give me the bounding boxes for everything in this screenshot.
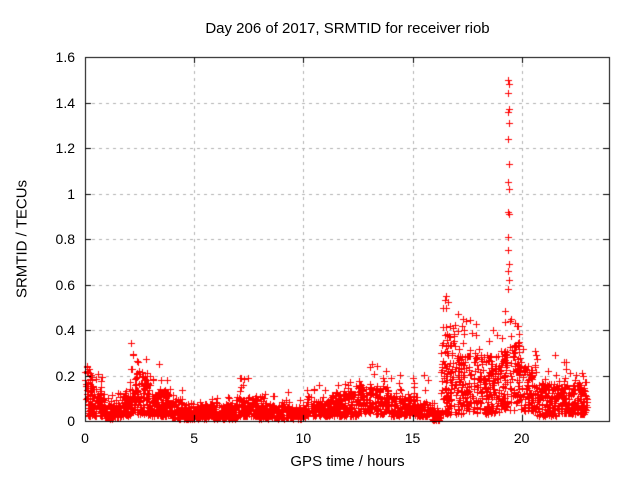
chart-title: Day 206 of 2017, SRMTID for receiver rio…: [205, 20, 490, 37]
y-tick-label: 0.6: [55, 276, 75, 293]
x-tick-label: 10: [295, 430, 312, 446]
y-tick-label: 1.4: [55, 94, 75, 111]
x-tick-label: 0: [81, 430, 89, 446]
x-tick-label: 15: [404, 430, 421, 446]
y-tick-label: 1.2: [55, 140, 75, 156]
y-tick-label: 1: [67, 185, 75, 202]
y-tick-label: 0.4: [55, 322, 75, 338]
y-tick-label: 1.6: [55, 49, 75, 65]
y-tick-label: 0: [67, 413, 75, 429]
y-tick-label: 0.2: [55, 367, 75, 384]
y-axis-label: SRMTID / TECUs: [13, 179, 31, 299]
y-tick-label: 0.8: [55, 231, 75, 247]
x-axis-label: GPS time / hours: [290, 453, 405, 470]
x-tick-label: 5: [190, 430, 199, 446]
x-tick-label: 20: [513, 430, 530, 446]
